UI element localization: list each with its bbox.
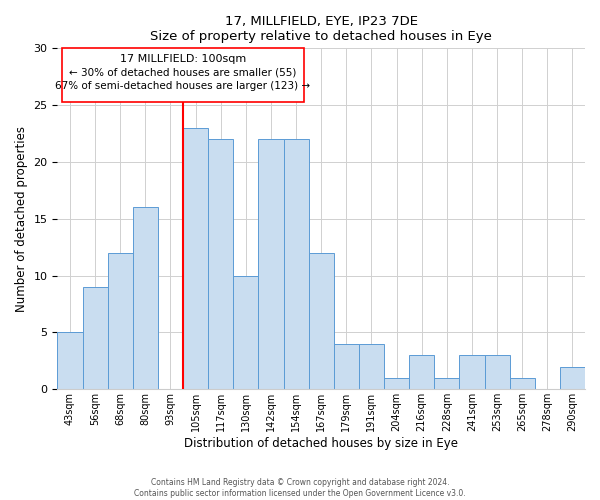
Bar [384, 378, 409, 390]
Bar [409, 355, 434, 390]
Bar [460, 355, 485, 390]
Bar [334, 344, 359, 390]
Bar [233, 276, 259, 390]
Bar [208, 140, 233, 390]
Bar [183, 128, 208, 390]
Bar [560, 366, 585, 390]
Bar [284, 140, 308, 390]
Bar [133, 208, 158, 390]
Text: 67% of semi-detached houses are larger (123) →: 67% of semi-detached houses are larger (… [55, 82, 311, 92]
Text: ← 30% of detached houses are smaller (55): ← 30% of detached houses are smaller (55… [70, 68, 297, 78]
Bar [83, 287, 107, 390]
Y-axis label: Number of detached properties: Number of detached properties [15, 126, 28, 312]
Title: 17, MILLFIELD, EYE, IP23 7DE
Size of property relative to detached houses in Eye: 17, MILLFIELD, EYE, IP23 7DE Size of pro… [150, 15, 492, 43]
Bar [485, 355, 509, 390]
Text: Contains HM Land Registry data © Crown copyright and database right 2024.
Contai: Contains HM Land Registry data © Crown c… [134, 478, 466, 498]
Bar [359, 344, 384, 390]
Bar [58, 332, 83, 390]
Bar [434, 378, 460, 390]
Text: 17 MILLFIELD: 100sqm: 17 MILLFIELD: 100sqm [120, 54, 246, 64]
Bar [509, 378, 535, 390]
Bar [107, 253, 133, 390]
X-axis label: Distribution of detached houses by size in Eye: Distribution of detached houses by size … [184, 437, 458, 450]
Bar [308, 253, 334, 390]
FancyBboxPatch shape [62, 48, 304, 102]
Bar [259, 140, 284, 390]
